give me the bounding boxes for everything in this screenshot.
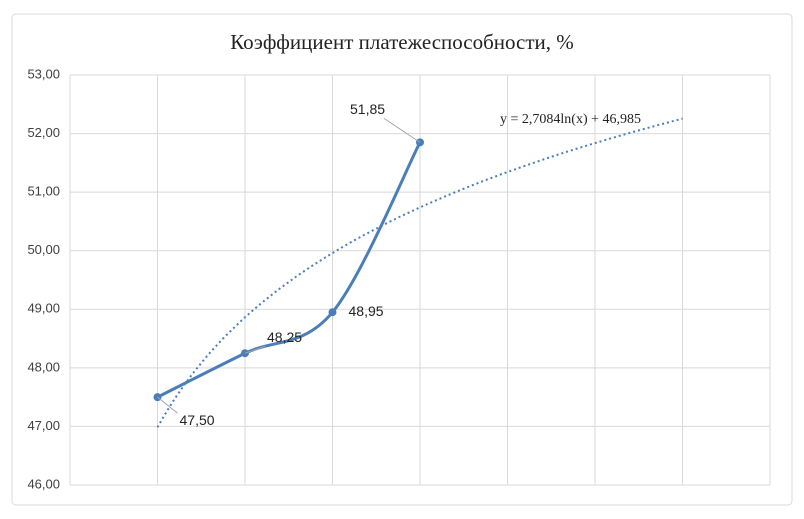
data-label: 51,85 xyxy=(350,101,385,117)
y-tick-label: 47,00 xyxy=(27,418,60,433)
series-line xyxy=(156,141,422,399)
y-tick-label: 49,00 xyxy=(27,301,60,316)
data-point xyxy=(328,308,337,317)
y-tick-label: 52,00 xyxy=(27,125,60,140)
trendline-equation: y = 2,7084ln(x) + 46,985 xyxy=(500,112,641,127)
y-tick-label: 53,00 xyxy=(27,66,60,81)
leader-line xyxy=(157,396,178,414)
chart-title: Коэффициент платежеспособности, % xyxy=(230,30,574,54)
data-label: 47,50 xyxy=(180,412,215,428)
y-tick-label: 50,00 xyxy=(27,242,60,257)
y-tick-label: 46,00 xyxy=(27,476,60,491)
leader-line xyxy=(383,117,421,143)
chart-border xyxy=(11,13,793,506)
data-label: 48,95 xyxy=(349,303,384,319)
y-tick-label: 48,00 xyxy=(27,359,60,374)
data-label: 48,25 xyxy=(267,329,302,345)
leader-line xyxy=(244,345,266,354)
trendline xyxy=(156,117,683,428)
y-tick-label: 51,00 xyxy=(27,184,60,199)
